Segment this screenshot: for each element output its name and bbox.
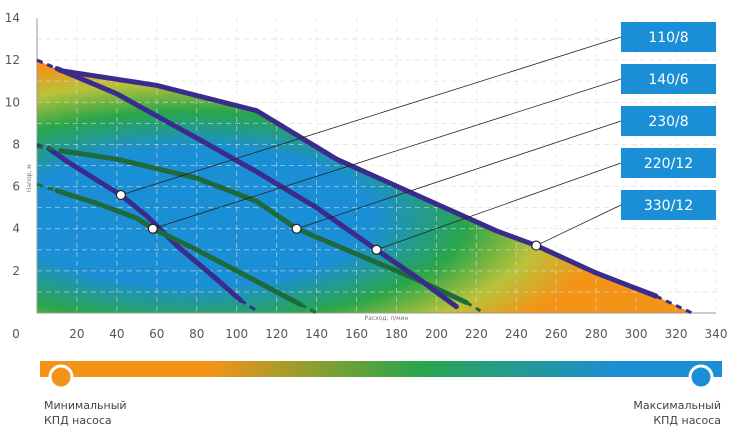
- x-tick-label: 60: [149, 327, 164, 341]
- x-tick-label: 160: [345, 327, 368, 341]
- x-tick-label: 100: [225, 327, 248, 341]
- pump-curve-extension: [36, 183, 58, 193]
- pump-curve-extension: [655, 294, 693, 315]
- x-tick-label: 340: [705, 327, 728, 341]
- x-tick-label: 260: [545, 327, 568, 341]
- model-label-box: [621, 64, 716, 94]
- pump-curve-110-8: [46, 146, 244, 303]
- efficiency-gradient-bar: [40, 361, 722, 377]
- min-efficiency-label-line2: КПД насоса: [44, 414, 112, 427]
- x-tick-label: 300: [625, 327, 648, 341]
- tick-labels: 0 20 40 60 80 100 120 140 160 180 200 220 240 260 280 3…: [5, 11, 728, 341]
- max-efficiency-marker: [688, 364, 714, 390]
- y-tick-label: 14: [5, 11, 20, 25]
- x-tick-label: 240: [505, 327, 528, 341]
- pump-curves: [36, 58, 693, 315]
- pump-curve-220-12: [54, 66, 459, 310]
- axes: [36, 18, 716, 314]
- model-label-text: 140/6: [648, 72, 688, 88]
- x-tick-label: 0: [12, 327, 20, 341]
- x-tick-label: 20: [69, 327, 84, 341]
- min-efficiency-marker: [48, 364, 74, 390]
- leader-line: [120, 36, 622, 196]
- curve-marker: [531, 240, 542, 251]
- pump-curve-extension: [36, 58, 62, 73]
- max-efficiency-label-line2: КПД насоса: [653, 414, 721, 427]
- pump-curve-extension: [465, 301, 482, 313]
- y-tick-label: 12: [5, 53, 20, 67]
- max-efficiency-label-line1: Максимальный: [633, 399, 721, 412]
- x-tick-label: 120: [265, 327, 288, 341]
- leader-line: [152, 78, 622, 230]
- model-label-text: 230/8: [648, 114, 688, 130]
- pump-curve-extension: [36, 145, 62, 153]
- leader-line: [536, 204, 622, 246]
- pump-curve-230-8: [58, 148, 469, 305]
- pump-curve-extension: [299, 303, 318, 315]
- model-label-text: 330/12: [644, 198, 693, 214]
- leader-line: [376, 162, 622, 251]
- curve-markers: [115, 189, 542, 255]
- efficiency-scale: [40, 361, 722, 390]
- pump-curve-extension: [36, 143, 50, 151]
- pump-curve-330-12: [58, 68, 659, 299]
- max-efficiency-label: Максимальный КПД насоса: [633, 398, 721, 428]
- x-tick-label: 180: [385, 327, 408, 341]
- pump-curve-extension: [239, 299, 258, 313]
- curve-marker: [147, 223, 158, 234]
- y-tick-label: 8: [12, 137, 20, 151]
- pump-curve-140-6: [54, 188, 304, 308]
- curve-marker: [115, 189, 126, 201]
- leader-line: [296, 120, 622, 230]
- x-tick-label: 280: [585, 327, 608, 341]
- y-tick-label: 2: [12, 264, 20, 278]
- x-tick-label: 80: [189, 327, 204, 341]
- leader-lines: [120, 36, 622, 251]
- x-tick-label: 140: [305, 327, 328, 341]
- model-label-box: [621, 22, 716, 52]
- x-tick-label: 220: [465, 327, 488, 341]
- curve-marker: [291, 223, 302, 234]
- model-labels: 110/8 140/6 230/8 220/12 330/12: [621, 22, 716, 220]
- x-tick-label: 200: [425, 327, 448, 341]
- y-tick-label: 6: [12, 180, 20, 194]
- model-label-box: [621, 190, 716, 220]
- model-label-box: [621, 106, 716, 136]
- y-axis-label: Напор, м: [26, 164, 33, 192]
- x-axis-label: Расход, л/мин: [364, 315, 408, 322]
- y-tick-label: 10: [5, 95, 20, 109]
- model-label-box: [621, 148, 716, 178]
- min-efficiency-label: Минимальный КПД насоса: [44, 398, 127, 428]
- y-tick-label: 4: [12, 222, 20, 236]
- curve-marker: [371, 244, 382, 255]
- leader-line-shadow: [536, 205, 621, 246]
- x-tick-label: 320: [665, 327, 688, 341]
- model-label-text: 110/8: [648, 30, 688, 46]
- model-label-text: 220/12: [644, 156, 693, 172]
- x-tick-label: 40: [109, 327, 124, 341]
- min-efficiency-label-line1: Минимальный: [44, 399, 127, 412]
